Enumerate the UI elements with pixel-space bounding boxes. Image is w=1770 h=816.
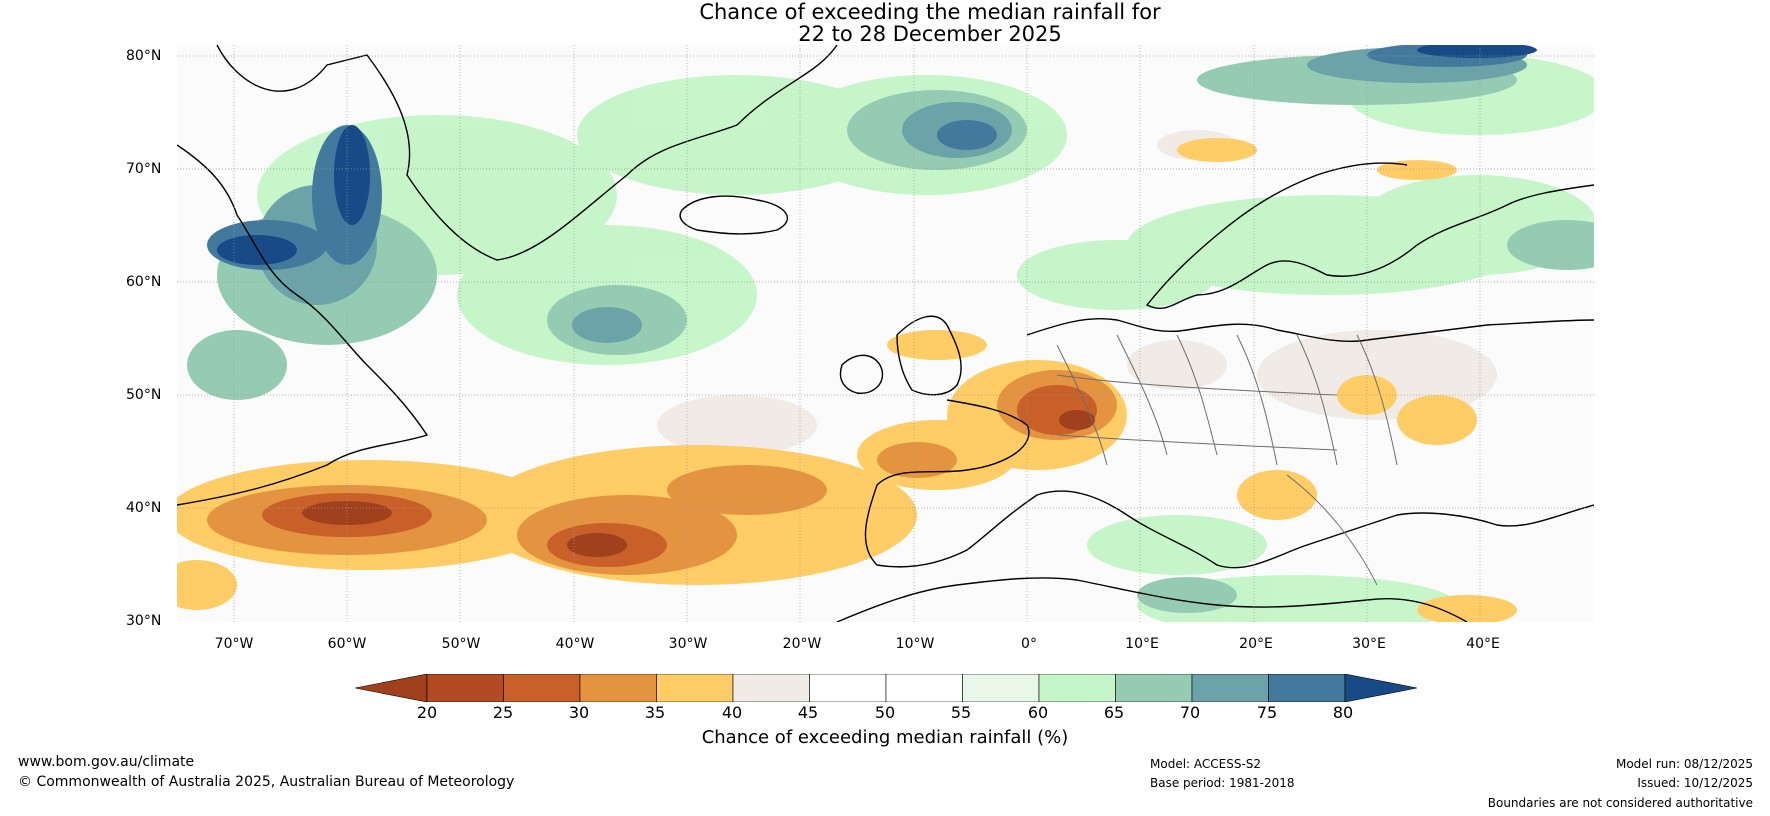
lat-label-80n: 80°N bbox=[126, 48, 162, 64]
disclaimer-text: Boundaries are not considered authoritat… bbox=[1487, 796, 1753, 810]
colorbar-cell bbox=[579, 674, 657, 702]
lat-label-60n: 60°N bbox=[126, 274, 162, 290]
model-run-text: Model run: 08/12/2025 bbox=[1615, 757, 1753, 771]
colorbar-cell bbox=[426, 674, 504, 702]
lon-label-40w: 40°W bbox=[555, 636, 595, 652]
lon-label-10e: 10°E bbox=[1125, 636, 1159, 652]
lat-label-70n: 70°N bbox=[126, 161, 162, 177]
colorbar-tick: 65 bbox=[1103, 703, 1125, 722]
colorbar-tick: 80 bbox=[1332, 703, 1354, 722]
lon-label-0: 0° bbox=[1021, 636, 1037, 652]
lat-label-50n: 50°N bbox=[126, 387, 162, 403]
base-period-text: Base period: 1981-2018 bbox=[1150, 776, 1295, 790]
colorbar-tick: 55 bbox=[950, 703, 972, 722]
colorbar-tick: 35 bbox=[644, 703, 666, 722]
model-text: Model: ACCESS-S2 bbox=[1150, 757, 1262, 771]
copyright-text: © Commonwealth of Australia 2025, Austra… bbox=[18, 774, 515, 790]
colorbar-cell bbox=[656, 674, 734, 702]
colorbar-cell bbox=[809, 674, 887, 702]
colorbar-cell bbox=[962, 674, 1040, 702]
colorbar-cells bbox=[426, 674, 1346, 702]
colorbar-tick: 30 bbox=[568, 703, 590, 722]
lat-label-40n: 40°N bbox=[126, 500, 162, 516]
colorbar-label: Chance of exceeding median rainfall (%) bbox=[701, 727, 1069, 748]
colorbar-cell bbox=[885, 674, 963, 702]
issued-text: Issued: 10/12/2025 bbox=[1637, 776, 1753, 790]
lon-label-20e: 20°E bbox=[1239, 636, 1273, 652]
map-title-line-2: 22 to 28 December 2025 bbox=[798, 22, 1062, 46]
colorbar-cell bbox=[1268, 674, 1346, 702]
lon-label-40e: 40°E bbox=[1466, 636, 1500, 652]
lon-label-30w: 30°W bbox=[668, 636, 708, 652]
map-title-line-1: Chance of exceeding the median rainfall … bbox=[699, 0, 1161, 24]
colorbar-tick: 50 bbox=[874, 703, 896, 722]
colorbar-tick: 20 bbox=[416, 703, 438, 722]
lat-label-30n: 30°N bbox=[126, 613, 162, 629]
colorbar-tick: 60 bbox=[1027, 703, 1049, 722]
lon-label-30e: 30°E bbox=[1352, 636, 1386, 652]
lon-label-20w: 20°W bbox=[782, 636, 822, 652]
lon-label-60w: 60°W bbox=[327, 636, 367, 652]
colorbar bbox=[355, 674, 1417, 702]
colorbar-tick: 70 bbox=[1179, 703, 1201, 722]
website-link[interactable]: www.bom.gov.au/climate bbox=[18, 754, 195, 770]
lon-label-70w: 70°W bbox=[214, 636, 254, 652]
colorbar-cell bbox=[1115, 674, 1193, 702]
lon-label-10w: 10°W bbox=[895, 636, 935, 652]
lon-label-50w: 50°W bbox=[441, 636, 481, 652]
colorbar-cell bbox=[732, 674, 810, 702]
colorbar-arrow-low bbox=[355, 674, 428, 702]
colorbar-tick: 45 bbox=[797, 703, 819, 722]
colorbar-cell bbox=[1191, 674, 1269, 702]
colorbar-tick: 25 bbox=[492, 703, 514, 722]
colorbar-arrow-high bbox=[1344, 674, 1417, 702]
colorbar-cell bbox=[503, 674, 581, 702]
colorbar-tick: 40 bbox=[721, 703, 743, 722]
colorbar-tick: 75 bbox=[1256, 703, 1278, 722]
rainfall-map bbox=[177, 45, 1594, 622]
colorbar-cell bbox=[1038, 674, 1116, 702]
